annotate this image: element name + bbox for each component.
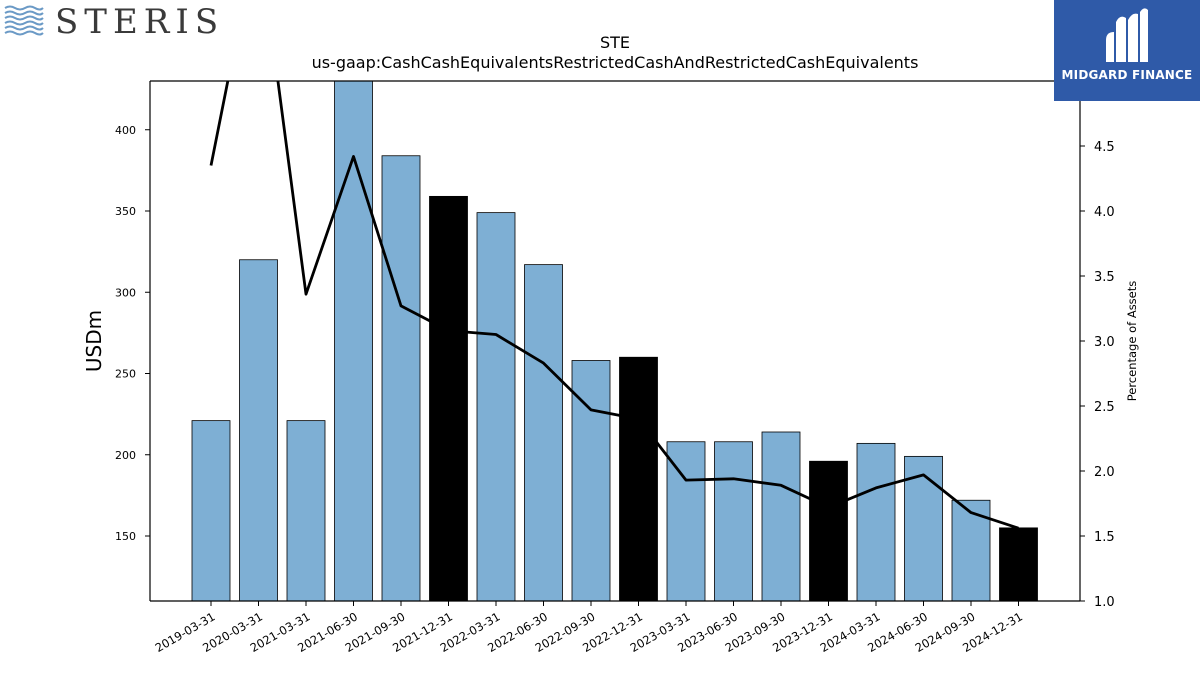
bar bbox=[334, 81, 373, 601]
midgard-logo: MIDGARD FINANCE bbox=[1054, 0, 1200, 101]
bar bbox=[666, 441, 706, 601]
y-tick-label: 150 bbox=[115, 530, 136, 543]
bar bbox=[999, 527, 1038, 601]
y-tick-label: 200 bbox=[115, 449, 136, 462]
y-tick-label: 400 bbox=[115, 124, 136, 137]
bar bbox=[571, 360, 611, 601]
y2-tick-label: 3.0 bbox=[1094, 335, 1115, 350]
wave-line bbox=[4, 5, 44, 11]
bar bbox=[191, 420, 231, 601]
y2-tick-label: 4.5 bbox=[1094, 140, 1115, 155]
wave-lines-icon bbox=[4, 5, 44, 36]
y-axis-label: USDm bbox=[82, 310, 106, 372]
y2-axis-label: Percentage of Assets bbox=[1125, 281, 1139, 402]
midgard-m-icon bbox=[1106, 8, 1148, 63]
y2-tick-label: 4.0 bbox=[1094, 205, 1115, 220]
percentage-line bbox=[209, 81, 1019, 530]
bar bbox=[381, 155, 421, 601]
bar bbox=[476, 212, 516, 601]
bar bbox=[951, 499, 991, 601]
wave-line bbox=[4, 20, 44, 26]
bar bbox=[239, 259, 278, 601]
y2-tick-label: 1.5 bbox=[1094, 530, 1115, 545]
bar bbox=[619, 356, 658, 601]
bar bbox=[904, 455, 943, 601]
y-tick-label: 350 bbox=[115, 205, 136, 218]
wave-line bbox=[4, 15, 44, 21]
bar bbox=[286, 420, 326, 601]
bar bbox=[524, 264, 563, 601]
wave-line bbox=[4, 30, 44, 36]
bar bbox=[714, 441, 753, 601]
steris-logo-text: STERIS bbox=[55, 2, 225, 42]
bar bbox=[429, 195, 468, 601]
bar bbox=[856, 442, 896, 601]
y-tick-label: 250 bbox=[115, 368, 136, 381]
bar bbox=[809, 460, 848, 601]
chart-subtitle: us-gaap:CashCashEquivalentsRestrictedCas… bbox=[311, 53, 919, 72]
midgard-logo-text: MIDGARD FINANCE bbox=[1061, 68, 1193, 82]
bar bbox=[761, 431, 801, 601]
chart-title: STE bbox=[599, 33, 631, 52]
y2-tick-label: 2.0 bbox=[1094, 465, 1115, 480]
y-tick-label: 300 bbox=[115, 286, 136, 299]
wave-line bbox=[4, 25, 44, 31]
y2-tick-label: 2.5 bbox=[1094, 400, 1115, 415]
plot-area bbox=[191, 81, 1038, 601]
y2-tick-label: 3.5 bbox=[1094, 270, 1115, 285]
wave-line bbox=[4, 10, 44, 16]
y2-tick-label: 1.0 bbox=[1094, 595, 1115, 610]
